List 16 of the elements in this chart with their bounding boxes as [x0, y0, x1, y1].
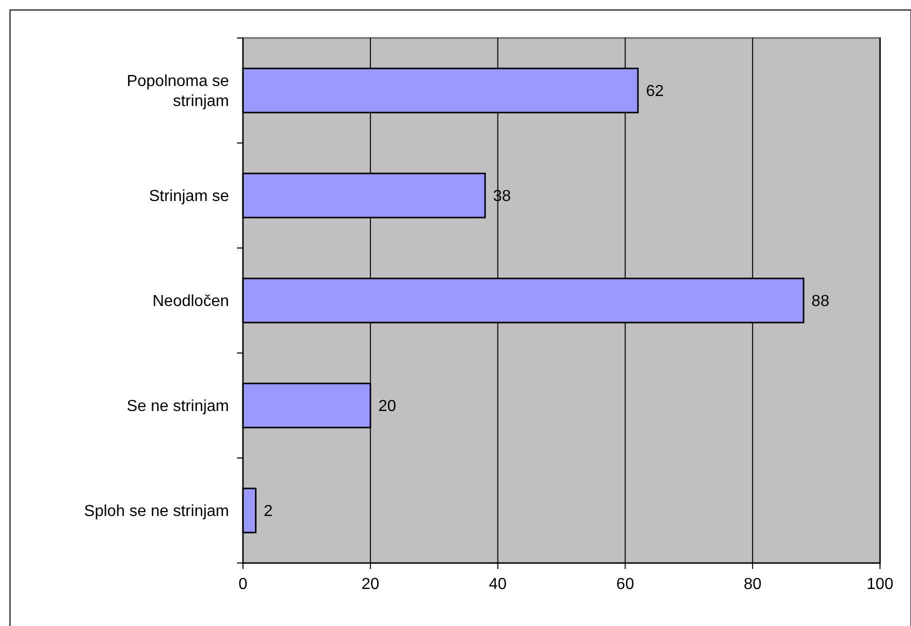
x-tick-label: 40: [488, 576, 507, 593]
data-label: 2: [264, 503, 273, 520]
x-tick-label: 60: [616, 576, 634, 593]
x-tick-label: 20: [362, 576, 380, 593]
bar: [242, 488, 256, 534]
y-tick-label: Neodločen: [152, 293, 229, 310]
x-tick-label: 100: [866, 576, 894, 593]
y-tick-label: Popolnoma se strinjam: [126, 73, 230, 110]
data-label: 62: [646, 83, 664, 100]
data-label: 88: [812, 293, 830, 310]
y-tick-label: Sploh se ne strinjam: [84, 503, 229, 520]
x-tick-label: 80: [744, 576, 762, 593]
y-tick-label: Se ne strinjam: [126, 398, 229, 416]
x-tick-label: 0: [238, 576, 248, 593]
y-tick-label: Strinjam se: [148, 188, 230, 206]
data-label: 20: [378, 398, 396, 416]
